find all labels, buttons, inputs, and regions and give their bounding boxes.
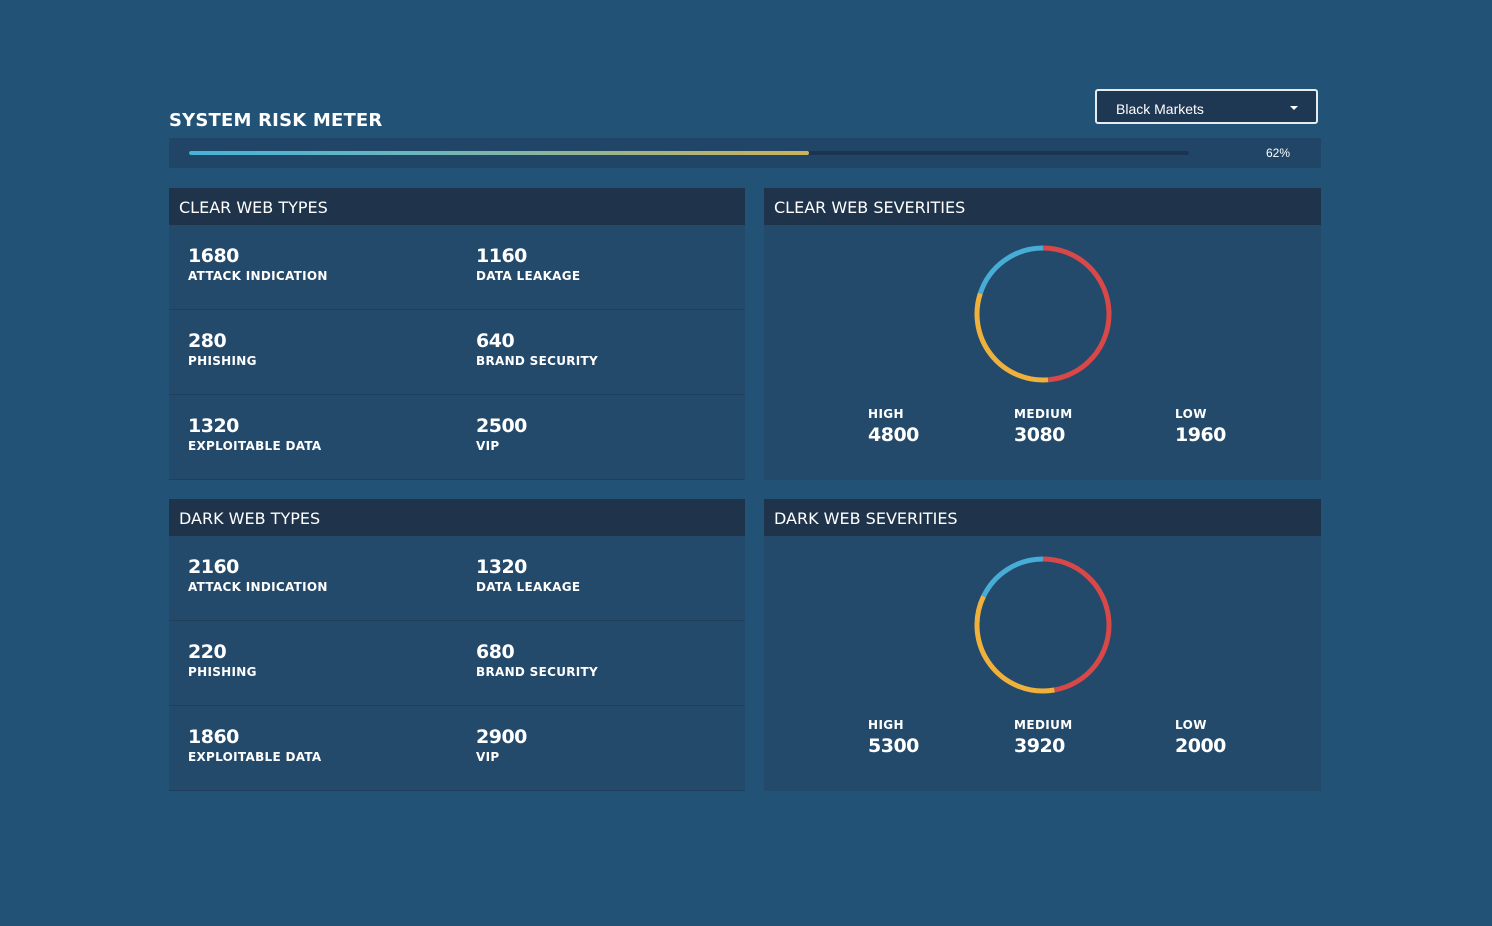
severity-value: 1960	[1175, 424, 1226, 446]
dark-web-severities-panel: DARK WEB SEVERITIES HIGH 5300 MEDIUM 392…	[764, 499, 1321, 791]
severity-label: LOW	[1175, 718, 1207, 732]
type-value: 1320	[476, 556, 527, 578]
types-grid: 2160 ATTACK INDICATION 1320 DATA LEAKAGE…	[169, 536, 745, 791]
type-item-data-leakage: 1320 DATA LEAKAGE	[476, 557, 580, 595]
type-item-attack-indication: 2160 ATTACK INDICATION	[188, 557, 328, 595]
severity-label: HIGH	[868, 407, 905, 421]
type-item-data-leakage: 1160 DATA LEAKAGE	[476, 246, 580, 284]
type-label: ATTACK INDICATION	[188, 269, 328, 283]
type-item-vip: 2900 VIP	[476, 727, 527, 765]
type-value: 1320	[188, 415, 239, 437]
chevron-down-icon	[1290, 106, 1298, 110]
type-value: 1860	[188, 726, 239, 748]
type-item-vip: 2500 VIP	[476, 416, 527, 454]
type-value: 2160	[188, 556, 239, 578]
panel-header: DARK WEB SEVERITIES	[764, 499, 1321, 536]
source-filter-dropdown[interactable]: Black Markets	[1095, 89, 1318, 124]
donut-segment-low	[977, 245, 1044, 295]
type-label: EXPLOITABLE DATA	[188, 750, 322, 764]
severity-value: 3080	[1014, 424, 1065, 446]
clear-web-types-panel: CLEAR WEB TYPES 1680 ATTACK INDICATION 1…	[169, 188, 745, 480]
type-value: 680	[476, 641, 515, 663]
severity-medium: MEDIUM 3920	[1014, 717, 1073, 757]
severity-label: MEDIUM	[1014, 718, 1073, 732]
severity-value: 2000	[1175, 735, 1226, 757]
type-label: PHISHING	[188, 354, 257, 368]
severity-label: MEDIUM	[1014, 407, 1073, 421]
types-row: 1320 EXPLOITABLE DATA 2500 VIP	[169, 395, 745, 480]
type-label: DATA LEAKAGE	[476, 269, 581, 283]
clear-web-severities-panel: CLEAR WEB SEVERITIES HIGH 4800 MEDIUM 30…	[764, 188, 1321, 480]
donut-segment-high	[1042, 245, 1112, 383]
type-value: 1160	[476, 245, 527, 267]
severity-value: 5300	[868, 735, 919, 757]
risk-meter-title: SYSTEM RISK METER	[169, 110, 383, 131]
types-row: 280 PHISHING 640 BRAND SECURITY	[169, 310, 745, 395]
type-item-exploitable-data: 1860 EXPLOITABLE DATA	[188, 727, 322, 765]
types-row: 1680 ATTACK INDICATION 1160 DATA LEAKAGE	[169, 225, 745, 310]
type-value: 1680	[188, 245, 239, 267]
severity-medium: MEDIUM 3080	[1014, 406, 1073, 446]
type-label: BRAND SECURITY	[476, 354, 599, 368]
type-item-brand-security: 640 BRAND SECURITY	[476, 331, 598, 369]
severity-donut-chart	[974, 245, 1112, 383]
panel-title: DARK WEB TYPES	[179, 509, 321, 528]
donut-segment-medium	[974, 595, 1055, 694]
severity-donut-chart	[974, 556, 1112, 694]
type-label: EXPLOITABLE DATA	[188, 439, 322, 453]
panel-title: CLEAR WEB SEVERITIES	[774, 198, 966, 217]
types-row: 1860 EXPLOITABLE DATA 2900 VIP	[169, 706, 745, 791]
severity-value: 4800	[868, 424, 919, 446]
type-label: ATTACK INDICATION	[188, 580, 328, 594]
panel-header: CLEAR WEB TYPES	[169, 188, 745, 225]
risk-meter: 62%	[169, 138, 1321, 168]
risk-meter-percent: 62%	[1265, 146, 1290, 160]
severity-high: HIGH 5300	[868, 717, 919, 757]
type-label: BRAND SECURITY	[476, 665, 599, 679]
panel-title: CLEAR WEB TYPES	[179, 198, 328, 217]
type-value: 640	[476, 330, 515, 352]
types-grid: 1680 ATTACK INDICATION 1160 DATA LEAKAGE…	[169, 225, 745, 480]
donut-segment-low	[981, 556, 1044, 598]
type-value: 2900	[476, 726, 527, 748]
type-item-exploitable-data: 1320 EXPLOITABLE DATA	[188, 416, 322, 454]
severity-label: LOW	[1175, 407, 1207, 421]
type-label: DATA LEAKAGE	[476, 580, 581, 594]
severity-label: HIGH	[868, 718, 905, 732]
panel-header: DARK WEB TYPES	[169, 499, 745, 536]
panel-header: CLEAR WEB SEVERITIES	[764, 188, 1321, 225]
severity-high: HIGH 4800	[868, 406, 919, 446]
type-value: 280	[188, 330, 227, 352]
donut-segment-high	[1042, 556, 1112, 693]
type-label: PHISHING	[188, 665, 257, 679]
type-value: 2500	[476, 415, 527, 437]
types-row: 220 PHISHING 680 BRAND SECURITY	[169, 621, 745, 706]
type-item-phishing: 220 PHISHING	[188, 642, 257, 680]
type-item-phishing: 280 PHISHING	[188, 331, 257, 369]
severity-value: 3920	[1014, 735, 1065, 757]
types-row: 2160 ATTACK INDICATION 1320 DATA LEAKAGE	[169, 536, 745, 621]
type-value: 220	[188, 641, 227, 663]
donut-segment-medium	[974, 292, 1049, 383]
risk-meter-track	[189, 151, 1189, 155]
dropdown-selected-value: Black Markets	[1116, 101, 1204, 117]
risk-meter-fill	[189, 151, 809, 155]
type-label: VIP	[476, 439, 500, 453]
type-item-attack-indication: 1680 ATTACK INDICATION	[188, 246, 328, 284]
dark-web-types-panel: DARK WEB TYPES 2160 ATTACK INDICATION 13…	[169, 499, 745, 791]
severity-low: LOW 2000	[1175, 717, 1226, 757]
type-label: VIP	[476, 750, 500, 764]
panel-title: DARK WEB SEVERITIES	[774, 509, 958, 528]
severity-low: LOW 1960	[1175, 406, 1226, 446]
type-item-brand-security: 680 BRAND SECURITY	[476, 642, 598, 680]
